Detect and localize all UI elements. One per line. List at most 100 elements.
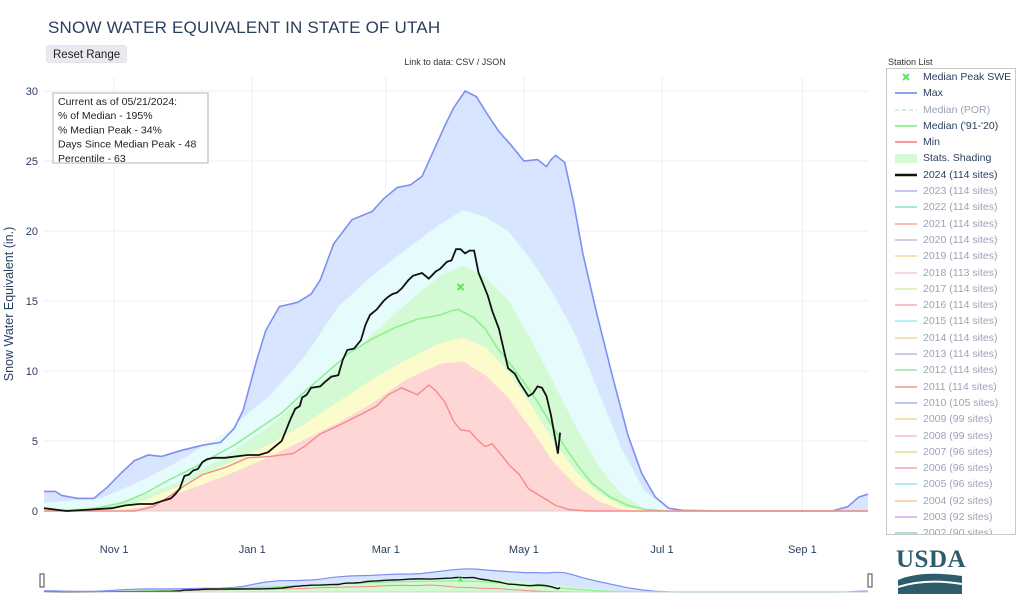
legend-label: 2012 (114 sites) [923,364,998,377]
legend-item[interactable]: 2015 (114 sites) [887,313,1015,329]
legend-swatch [895,190,917,192]
legend-swatch [895,141,917,144]
legend-label: 2009 (99 sites) [923,413,993,426]
legend-item[interactable]: Max [887,85,1015,101]
legend-item[interactable]: Min [887,134,1015,150]
info-box-line: Current as of 05/21/2024: [58,96,177,108]
legend-label: 2021 (114 sites) [923,217,998,230]
legend-item[interactable]: Median ('91-'20) [887,118,1015,134]
legend-swatch [895,255,917,258]
legend-label: 2016 (114 sites) [923,299,998,312]
legend-item[interactable]: 2009 (99 sites) [887,411,1015,427]
chart-title: SNOW WATER EQUIVALENT IN STATE OF UTAH [48,18,441,37]
legend-item[interactable]: 2006 (96 sites) [887,460,1015,476]
legend-item[interactable]: 2013 (114 sites) [887,346,1015,362]
legend-item[interactable]: 2003 (92 sites) [887,509,1015,525]
legend-swatch [895,92,917,95]
legend-label: Min [923,136,940,149]
legend-swatch [895,124,917,127]
info-box-frame [52,92,209,164]
info-box-line: % of Median - 195% [58,110,153,122]
legend-item[interactable]: 2012 (114 sites) [887,362,1015,378]
current-year-series-line [43,248,561,512]
legend-item[interactable]: 2022 (114 sites) [887,199,1015,215]
legend-item[interactable]: Median (POR) [887,102,1015,118]
legend-label: 2014 (114 sites) [923,331,998,344]
legend-label: 2013 (114 sites) [923,348,998,361]
range-slider[interactable] [39,568,873,593]
legend-swatch [895,320,917,323]
stat-shading [44,91,868,511]
usda-logo-text: USDA [896,546,967,573]
x-tick-label: May 1 [509,544,539,556]
legend-swatch [895,450,917,453]
legend-label: 2003 (92 sites) [923,511,993,524]
station-list-legend[interactable]: Median Peak SWE Max Median (POR) Median ('9… [886,68,1016,535]
legend-item[interactable]: 2007 (96 sites) [887,444,1015,460]
legend-label: 2022 (114 sites) [923,201,998,214]
legend-label: Median ('91-'20) [923,119,999,132]
legend-item[interactable]: 2016 (114 sites) [887,297,1015,313]
legend-item[interactable]: 2010 (105 sites) [887,395,1015,411]
legend-label: Median (POR) [923,103,991,116]
legend-item[interactable]: Stats. Shading [887,150,1015,166]
legend-item[interactable]: 2005 (96 sites) [887,476,1015,492]
x-tick-label: Mar 1 [372,544,400,556]
csv-link[interactable]: CSV [455,57,475,67]
median-peak-marker [456,283,465,291]
legend-swatch [895,434,917,437]
y-tick-label: 10 [26,366,38,378]
y-tick-label: 30 [26,86,38,98]
y-tick-label: 15 [26,296,38,308]
lower-band-fill [44,361,868,511]
legend-swatch [895,483,917,486]
range-peak-marker [457,577,464,583]
legend-swatch [895,532,917,534]
legend-label: 2024 (114 sites) [923,168,998,181]
legend-label: 2004 (92 sites) [923,494,993,507]
legend-swatch [895,402,917,404]
info-box-line: % Median Peak - 34% [58,124,162,136]
legend-swatch [895,499,917,502]
legend-item[interactable]: 2008 (99 sites) [887,428,1015,444]
legend-item[interactable]: 2017 (114 sites) [887,281,1015,297]
legend-label: Median Peak SWE [923,71,1012,83]
usda-logo-hills [897,573,963,594]
legend-label: 2015 (114 sites) [923,315,998,328]
x-tick-label: Nov 1 [100,544,129,556]
legend-swatch [895,239,917,241]
legend-label: 2018 (113 sites) [923,266,998,279]
legend-swatch [895,222,917,225]
legend-swatch [895,206,917,209]
legend-swatch [895,287,917,290]
legend-swatch [895,304,917,307]
link-prefix: Link to data: [404,57,456,67]
legend-swatch [895,108,917,111]
y-axis-label: Snow Water Equivalent (in.) [2,227,16,381]
reset-range-button[interactable]: Reset Range [46,45,128,63]
legend-item[interactable]: 2014 (114 sites) [887,330,1015,346]
legend-item[interactable]: 2023 (114 sites) [887,183,1015,199]
range-current-line [43,576,561,593]
legend-item[interactable]: 2004 (92 sites) [887,493,1015,509]
legend-item[interactable]: 2019 (114 sites) [887,248,1015,264]
legend-swatch [902,73,910,81]
legend-swatch [895,271,917,274]
legend-item[interactable]: Median Peak SWE [887,69,1015,85]
legend-item[interactable]: 2011 (114 sites) [887,379,1015,395]
json-link[interactable]: JSON [481,57,506,67]
legend-label: Stats. Shading [923,152,992,165]
legend-label: Max [923,87,943,100]
legend-item[interactable]: 2020 (114 sites) [887,232,1015,248]
range-handle-left[interactable] [39,573,45,588]
max-series-line [44,89,869,512]
info-box-line: Days Since Median Peak - 48 [58,139,196,151]
range-handle-right[interactable] [867,573,873,588]
legend-item[interactable]: 2024 (114 sites) [887,167,1015,183]
legend-swatch [895,369,917,372]
link-separator: / [474,57,482,67]
legend-item[interactable]: 2002 (90 sites) [887,525,1015,534]
legend-item[interactable]: 2018 (113 sites) [887,265,1015,281]
legend-item[interactable]: 2021 (114 sites) [887,216,1015,232]
